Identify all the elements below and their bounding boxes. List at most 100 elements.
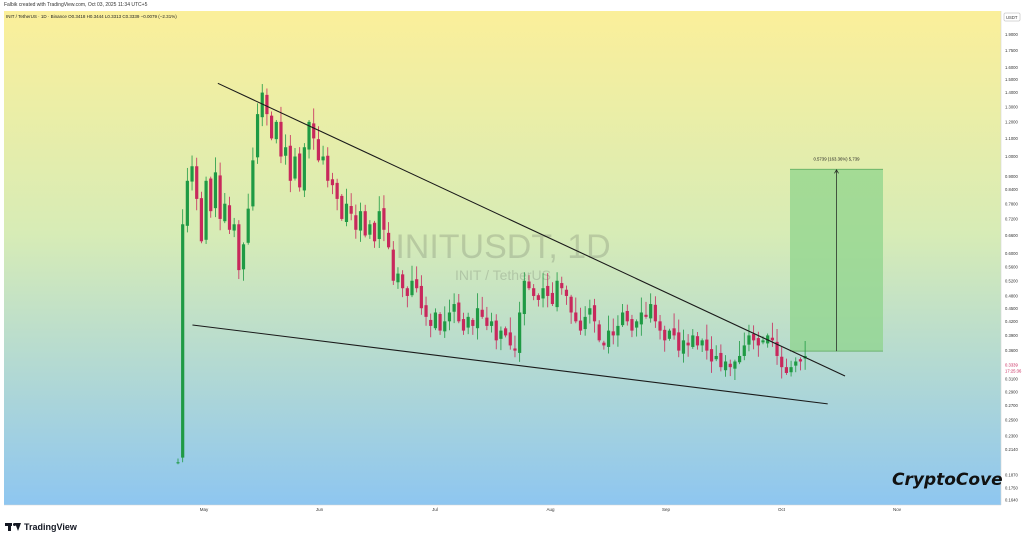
candle-body	[471, 319, 475, 326]
candle-body	[410, 280, 414, 296]
price-axis[interactable]: 2.09501.90001.75001.60001.50001.40001.30…	[1002, 12, 1026, 503]
candle-body	[798, 359, 803, 362]
target-box[interactable]: 0.5739 (163.36%) 5,739	[790, 156, 883, 352]
candle-body	[358, 211, 363, 231]
candle-body	[401, 274, 405, 289]
created-by-text: Falbik created with TradingView.com, Oct…	[4, 2, 148, 8]
candle-body	[326, 155, 330, 181]
candle-body	[700, 340, 704, 346]
candle-body	[733, 361, 737, 369]
candle-body	[251, 160, 255, 207]
candle-body	[518, 312, 522, 353]
resistance-trendline[interactable]	[217, 82, 846, 377]
candle-body	[246, 208, 250, 243]
candle-body	[555, 280, 559, 308]
candle-body	[667, 330, 671, 339]
candle-body	[649, 304, 653, 319]
tradingview-icon	[5, 522, 21, 532]
candle-body	[241, 244, 246, 270]
trendlines[interactable]	[192, 82, 846, 405]
candle-body	[560, 283, 564, 289]
price-tick-label: 1.6000	[1005, 65, 1018, 70]
candle-body	[541, 288, 545, 299]
candle-body	[794, 361, 798, 366]
candle-body	[499, 330, 503, 339]
candle-body	[747, 335, 751, 345]
price-tick-label: 1.1000	[1005, 136, 1018, 141]
candle-body	[578, 320, 583, 331]
price-tick-label: 0.4200	[1005, 319, 1018, 324]
price-tick-label: 1.9000	[1005, 32, 1018, 37]
candle-body	[199, 198, 203, 242]
price-tick-label: 0.4500	[1005, 306, 1018, 311]
candle-body	[185, 180, 189, 226]
candle-body	[621, 312, 625, 326]
candle-body	[274, 121, 278, 140]
candle-body	[363, 211, 367, 236]
time-tick-label: Nov	[893, 507, 902, 512]
candle-body	[550, 292, 554, 305]
candle-body	[775, 341, 779, 356]
candle-body	[527, 281, 531, 289]
price-tick-label: 1.4000	[1005, 90, 1018, 95]
candle-body	[480, 309, 484, 317]
candle-body	[382, 208, 386, 230]
candle-body	[686, 342, 690, 346]
candle-body	[195, 166, 199, 199]
tradingview-logo-text: TradingView	[24, 522, 77, 532]
tradingview-logo[interactable]: TradingView	[5, 520, 77, 534]
price-tick-label: 1.5000	[1005, 77, 1018, 82]
price-tick-label: 0.3100	[1005, 377, 1018, 382]
price-tick-label: 0.2900	[1005, 389, 1018, 394]
candle-body	[635, 321, 639, 328]
symbol-legend: INIT / TetherUS · 1D · Binance O0.3418 H…	[6, 14, 177, 19]
candle-body	[279, 121, 283, 157]
candle-body	[443, 321, 447, 332]
candle-body	[705, 339, 709, 351]
candle-body	[372, 222, 377, 242]
candle-body	[288, 145, 292, 181]
candle-body	[494, 320, 498, 341]
candle-body	[265, 94, 269, 115]
candle-body	[625, 310, 629, 322]
candle-body	[522, 280, 526, 315]
candle-body	[588, 308, 592, 315]
candle-body	[653, 304, 657, 322]
candle-body	[597, 324, 601, 341]
candle-body	[396, 273, 400, 283]
time-axis[interactable]: May Jun Jul Aug Sep Oct Nov	[200, 507, 902, 512]
candle-body	[780, 356, 784, 368]
candle-body	[321, 156, 325, 161]
candle-body	[756, 338, 760, 346]
candle-body	[387, 232, 391, 248]
price-tick-label: 1.7500	[1005, 48, 1018, 53]
target-label: 0.5739 (163.36%) 5,739	[813, 156, 860, 161]
price-tick-label: 0.4800	[1005, 294, 1018, 299]
candle-body	[405, 288, 409, 296]
candle-body	[419, 285, 423, 309]
candle-body	[227, 205, 232, 230]
candle-body	[260, 92, 264, 118]
candle-body	[752, 333, 756, 341]
candle-body	[508, 332, 512, 346]
candle-body	[663, 329, 667, 341]
candle-body	[719, 352, 723, 368]
candle-body	[391, 249, 395, 281]
price-tick-label: 0.1640	[1005, 498, 1018, 503]
candle-body	[691, 335, 695, 347]
candle-body	[583, 316, 587, 330]
candle-body	[461, 319, 466, 331]
candle-body	[489, 321, 494, 326]
candle-body	[457, 302, 461, 322]
candle-body	[330, 179, 335, 186]
candle-body	[466, 316, 470, 328]
watermark-symbol: INITUSDT, 1D	[395, 228, 610, 266]
countdown-label: 17:25:36	[1005, 368, 1022, 373]
candle-body	[564, 289, 569, 296]
candle-body	[611, 331, 615, 336]
support-trendline[interactable]	[192, 324, 828, 405]
candle-body	[293, 156, 297, 179]
currency-badge[interactable]	[1003, 12, 1021, 22]
candle-body	[209, 178, 213, 212]
